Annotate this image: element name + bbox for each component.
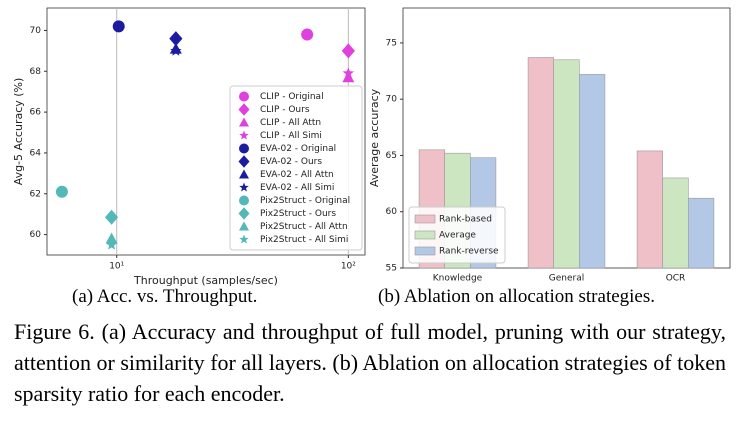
legend-label: Pix2Struct - All Attn	[260, 222, 348, 232]
marker	[341, 43, 355, 59]
y-tick-label: 60	[386, 207, 398, 217]
marker	[239, 91, 249, 102]
y-tick-label: 66	[30, 108, 42, 118]
marker	[105, 238, 118, 250]
legend-label: Pix2Struct - All Simi	[260, 235, 348, 245]
legend-label: CLIP - Original	[260, 92, 324, 102]
marker	[342, 71, 355, 83]
legend-label: Pix2Struct - Ours	[260, 209, 336, 219]
legend-label: CLIP - Ours	[260, 105, 310, 115]
marker	[55, 185, 68, 198]
legend-box	[229, 85, 363, 251]
marker	[239, 169, 249, 179]
marker	[239, 195, 249, 206]
legend-swatch	[414, 214, 436, 224]
x-tick-label: 10¹	[109, 262, 124, 272]
legend-label: Pix2Struct - Original	[260, 196, 350, 206]
bar	[636, 150, 663, 269]
legend-label: CLIP - All Simi	[260, 131, 322, 141]
x-tick-label: Knowledge	[433, 274, 483, 284]
marker	[238, 155, 250, 168]
y-axis-label: Avg-5 Accuracy (%)	[12, 78, 25, 186]
legend-label: EVA-02 - Original	[260, 144, 336, 154]
x-tick-label: OCR	[666, 274, 686, 284]
legend-label: EVA-02 - All Attn	[260, 170, 334, 180]
marker	[239, 143, 249, 154]
marker	[170, 44, 182, 56]
y-tick-label: 68	[30, 67, 42, 77]
marker	[301, 28, 314, 41]
bar	[527, 57, 554, 269]
y-tick-label: 62	[30, 189, 41, 199]
legend-label: EVA-02 - Ours	[260, 157, 322, 167]
legend-label: Rank-based	[439, 215, 492, 225]
legend-swatch	[414, 230, 436, 240]
bar	[688, 197, 715, 269]
marker	[238, 103, 250, 116]
legend-label: CLIP - All Attn	[260, 118, 321, 128]
legend-label: Average	[439, 231, 476, 241]
subcaptions: (a) Acc. vs. Throughput. (b) Ablation on…	[0, 286, 742, 312]
y-tick-label: 70	[386, 95, 398, 105]
subcaption: (a) Acc. vs. Throughput.	[72, 286, 258, 307]
y-tick-label: 70	[30, 26, 42, 36]
y-axis-label: Average accuracy	[368, 88, 381, 187]
figure: 60 62 64 66 68 70 10¹ 10² Throughput (samples/se…	[12, 7, 731, 287]
bar	[579, 74, 606, 269]
legend-swatch	[414, 246, 436, 256]
marker	[239, 234, 249, 244]
figure-caption: Figure 6. (a) Accuracy and throughput of…	[14, 319, 726, 406]
bar	[553, 59, 580, 269]
x-tick-label: 10²	[341, 262, 356, 272]
marker	[238, 207, 250, 220]
y-tick-label: 64	[30, 148, 42, 158]
marker	[104, 209, 119, 225]
legend-label: Rank-reverse	[439, 247, 499, 257]
y-tick-label: 60	[30, 230, 42, 240]
marker	[169, 31, 183, 47]
marker	[239, 182, 249, 192]
y-tick-label: 55	[386, 264, 397, 274]
marker	[239, 130, 249, 140]
x-axis-label: Throughput (samples/sec)	[133, 274, 278, 286]
x-tick-label: General	[549, 274, 584, 284]
y-tick-label: 65	[386, 151, 397, 161]
marker	[239, 117, 249, 127]
marker	[112, 20, 125, 33]
marker	[239, 221, 249, 231]
legend-label: EVA-02 - All Simi	[260, 183, 334, 193]
bar	[662, 177, 689, 269]
y-tick-label: 75	[386, 38, 397, 48]
marker	[342, 67, 355, 79]
subcaption: (b) Ablation on allocation strategies.	[378, 286, 656, 307]
marker	[105, 232, 118, 244]
